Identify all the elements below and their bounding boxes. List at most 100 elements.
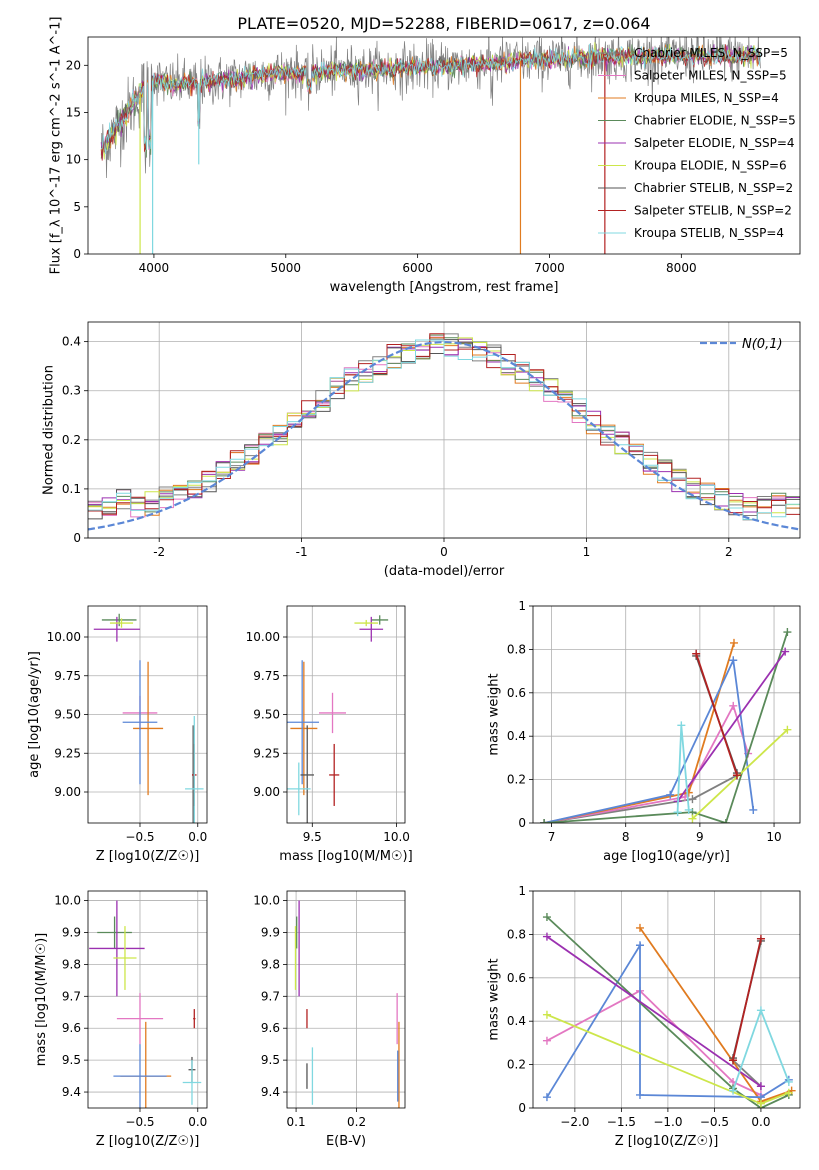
y-tick-label: 9.50 <box>54 708 81 722</box>
y-tick-label: 10.0 <box>253 894 280 908</box>
x-tick-label: 4000 <box>139 261 170 275</box>
residuals-panel: -2 -1 0 1 2 0 0.1 0.2 0.3 0.4 (data-model)/error No… <box>41 321 801 579</box>
x-axis-label: age [log10(age/yr)] <box>603 849 730 864</box>
spectrum-legend: Chabrier MILES, N_SSP=5 Salpeter MILES, N… <box>598 46 796 240</box>
legend-label: N(0,1) <box>742 337 783 352</box>
histogram-8 <box>88 339 800 520</box>
x-tick-label: -2 <box>153 545 165 559</box>
weight-marker <box>635 1090 644 1099</box>
y-tick-label: 0.3 <box>62 384 81 398</box>
weight-marker <box>542 1093 551 1102</box>
weight-marker <box>756 1006 765 1015</box>
y-tick-label: 0 <box>518 1101 526 1115</box>
weight-marker <box>781 647 790 656</box>
y-tick-label: 0.4 <box>507 1014 526 1028</box>
x-axis-label: Z [log10(Z/Z☉)] <box>96 1134 200 1149</box>
weight-marker <box>729 656 738 665</box>
axes-frame <box>532 605 801 824</box>
weight-series-3 <box>543 657 755 823</box>
weight-marker <box>783 628 792 637</box>
legend-label: Kroupa MILES, N_SSP=4 <box>634 91 779 105</box>
mass-vs-ebv-panel: 0.1 0.2 9.4 9.5 9.6 9.7 9.8 9.9 10.0 E(B-V) <box>253 890 406 1149</box>
x-axis-label: Z [log10(Z/Z☉)] <box>96 849 200 864</box>
y-tick-label: 1 <box>518 599 526 613</box>
y-tick-label: 0.8 <box>507 927 526 941</box>
y-tick-label: 9.6 <box>62 1021 81 1035</box>
weight-marker <box>673 808 682 817</box>
weight-series-4 <box>544 631 789 823</box>
axes-frame <box>87 321 801 539</box>
weight-marker <box>677 721 686 730</box>
x-axis-label: Z [log10(Z/Z☉)] <box>615 1134 719 1149</box>
weight-marker <box>756 934 765 943</box>
y-tick-label: 9.6 <box>261 1021 280 1035</box>
weight-series-1 <box>543 703 749 823</box>
weight-marker <box>692 649 701 658</box>
weight-marker <box>540 819 549 823</box>
weight-marker <box>542 913 551 922</box>
y-axis-label: age [log10(age/yr)] <box>27 651 42 778</box>
weight-marker <box>542 932 551 941</box>
legend-label: Chabrier MILES, N_SSP=5 <box>634 46 788 60</box>
weight-marker <box>729 1086 738 1095</box>
x-tick-label: 0.0 <box>751 1115 770 1129</box>
weight-marker <box>729 1056 738 1065</box>
axes-frame <box>532 890 801 1109</box>
spectrum-series-8 <box>100 43 761 154</box>
legend-label: Kroupa ELODIE, N_SSP=6 <box>634 159 787 173</box>
y-tick-label: 0.4 <box>507 729 526 743</box>
axes-frame <box>286 890 406 1109</box>
y-axis-label: Flux [f_λ 10^-17 erg cm^-2 s^-1 A^-1] <box>49 17 64 275</box>
axes-frame <box>87 605 208 824</box>
y-tick-label: 10 <box>66 153 81 167</box>
weight-marker <box>783 725 792 734</box>
y-tick-label: 9.9 <box>261 925 280 939</box>
y-tick-label: 9.8 <box>62 957 81 971</box>
weight-series-8 <box>695 653 738 776</box>
x-tick-label: 1 <box>583 545 591 559</box>
legend-label: Chabrier ELODIE, N_SSP=5 <box>634 114 796 128</box>
y-tick-label: 0.6 <box>507 971 526 985</box>
x-tick-label: −2.0 <box>560 1115 589 1129</box>
legend-label: Salpeter ELODIE, N_SSP=4 <box>634 136 795 150</box>
weight-marker <box>542 1036 551 1045</box>
plot-area <box>287 615 389 823</box>
weight-marker <box>784 1088 793 1097</box>
plot-area <box>540 628 792 823</box>
weight-marker <box>684 788 693 797</box>
x-tick-label: 8000 <box>666 261 697 275</box>
y-tick-label: 0.1 <box>62 482 81 496</box>
x-tick-label: 2 <box>725 545 733 559</box>
plot-area <box>88 333 800 531</box>
x-tick-label: 7 <box>548 830 556 844</box>
weight-series-5 <box>546 935 762 1088</box>
legend-label: Chabrier STELIB, N_SSP=2 <box>634 181 793 195</box>
x-tick-label: −1.0 <box>653 1115 682 1129</box>
weight-marker <box>684 805 693 814</box>
weight-marker <box>666 790 675 799</box>
x-tick-label: −0.5 <box>700 1115 729 1129</box>
y-tick-label: 9.50 <box>253 708 280 722</box>
y-tick-label: 9.5 <box>62 1053 81 1067</box>
grid <box>287 606 405 823</box>
axes-frame <box>87 890 208 1109</box>
y-tick-label: 0.8 <box>507 642 526 656</box>
y-tick-label: 9.5 <box>261 1053 280 1067</box>
x-tick-label: -1 <box>296 545 308 559</box>
weight-series-5 <box>676 651 786 802</box>
x-tick-label: −1.5 <box>607 1115 636 1129</box>
y-tick-label: 10.00 <box>246 630 280 644</box>
x-tick-label: 6000 <box>402 261 433 275</box>
y-axis-label: mass weight <box>486 958 501 1040</box>
weight-marker <box>749 805 758 814</box>
y-tick-label: 10.0 <box>54 894 81 908</box>
x-tick-label: 5000 <box>271 261 302 275</box>
y-tick-label: 20 <box>66 58 81 72</box>
weight-marker <box>784 1077 793 1086</box>
age-vs-mass-panel: 9.5 10.0 9.00 9.25 9.50 9.75 10.00 mass [log10(… <box>246 605 413 864</box>
weight-marker <box>688 795 697 804</box>
x-axis-label: mass [log10(M/M☉)] <box>279 849 412 864</box>
x-tick-label: 0 <box>440 545 448 559</box>
x-tick-label: 0.1 <box>287 1115 306 1129</box>
